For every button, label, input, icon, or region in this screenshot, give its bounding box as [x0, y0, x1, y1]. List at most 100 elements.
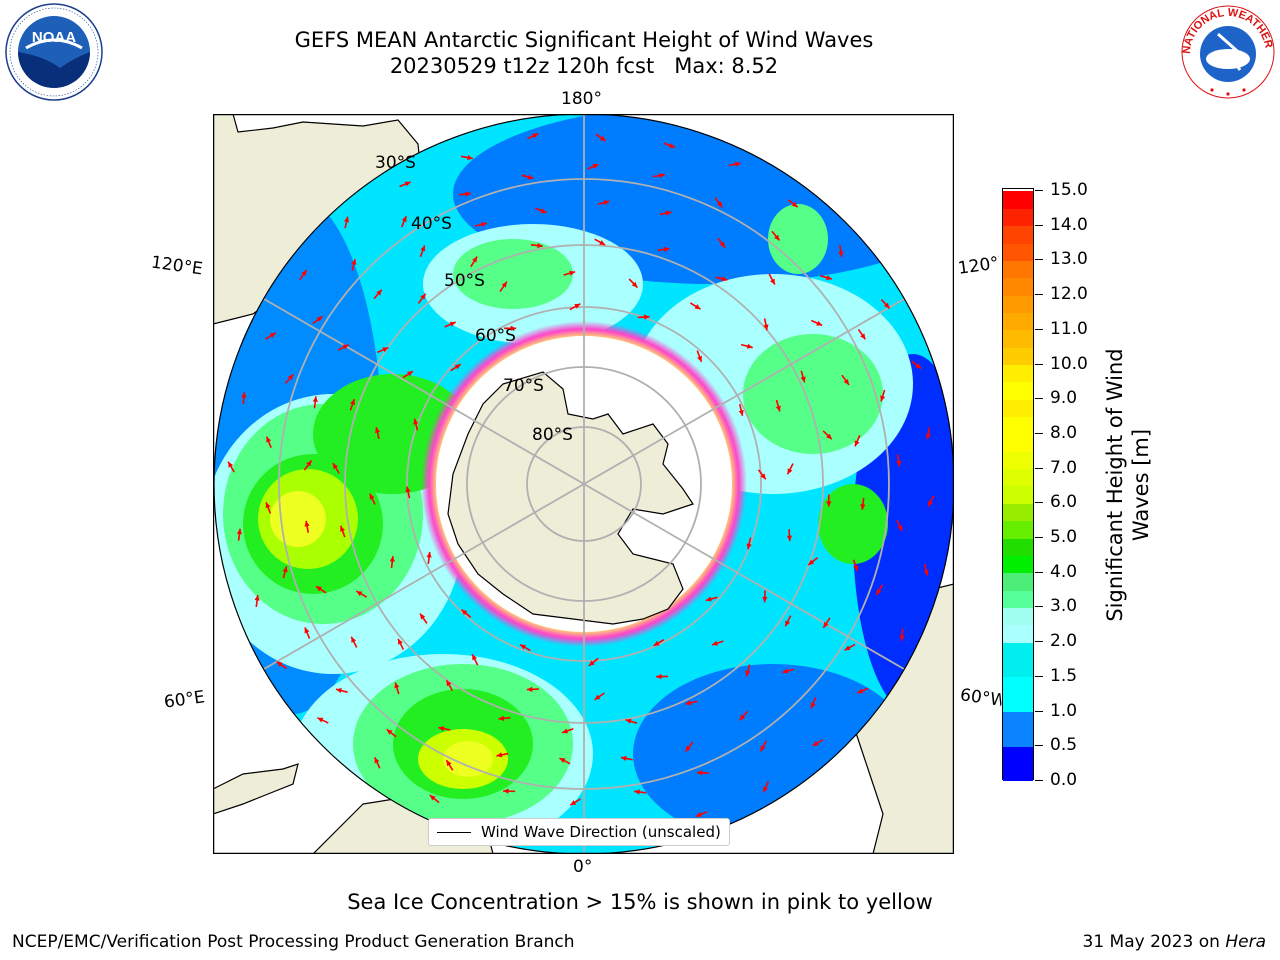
sea-ice-note: Sea Ice Concentration > 15% is shown in …	[347, 890, 933, 914]
wind-arrow	[563, 270, 576, 276]
wind-arrow	[841, 374, 850, 386]
wind-arrow	[389, 556, 395, 569]
colorbar-segment	[1003, 676, 1033, 713]
wind-arrow	[880, 389, 886, 402]
colorbar-tick-label: 7.0	[1050, 457, 1078, 478]
wind-arrow	[503, 788, 516, 794]
wind-arrow	[822, 430, 833, 440]
wind-arrow	[405, 486, 411, 499]
colorbar-tick-label: 13.0	[1050, 249, 1088, 270]
colorbar-tick	[1035, 363, 1043, 365]
wind-arrow	[595, 133, 607, 142]
wind-arrow	[317, 717, 329, 724]
wind-arrow	[504, 325, 517, 331]
wind-arrow	[695, 810, 708, 818]
wind-arrow	[355, 590, 368, 598]
wind-arrow	[739, 710, 749, 721]
wind-arrow	[496, 752, 509, 758]
wind-arrow	[923, 563, 929, 576]
footer-date-text: 31 May 2023 on	[1082, 932, 1220, 952]
wind-arrow	[413, 418, 419, 431]
noaa-logo: NOAA	[5, 3, 103, 101]
wind-arrow	[349, 398, 356, 411]
colorbar-segment	[1003, 225, 1033, 244]
wind-arrow	[628, 278, 639, 289]
colorbar-tick	[1035, 467, 1043, 469]
wind-arrow	[530, 242, 543, 249]
wind-arrow	[696, 770, 710, 776]
wind-arrow	[284, 373, 295, 384]
wind-arrow	[653, 639, 665, 647]
wind-arrow	[786, 463, 794, 475]
wind-arrow	[499, 281, 508, 292]
wind-arrow	[474, 221, 488, 228]
wind-arrow	[860, 497, 866, 510]
wind-arrow	[265, 436, 272, 448]
wind-arrow	[652, 173, 665, 179]
legend-line-icon	[437, 831, 471, 833]
wind-arrow	[822, 617, 831, 629]
lon-label-60w: 60°W	[958, 685, 1004, 711]
colorbar-tick	[1035, 259, 1043, 261]
wind-arrow	[784, 615, 792, 627]
wind-arrow	[419, 613, 428, 624]
wind-arrow	[339, 525, 346, 538]
wind-arrow	[526, 686, 539, 692]
wind-arrow	[461, 608, 472, 618]
colorbar-tick	[1035, 502, 1043, 504]
wind-arrow	[880, 299, 891, 309]
lon-label-180: 180°	[561, 89, 602, 109]
polar-map: 30°S 40°S 50°S 60°S 70°S 80°S	[213, 114, 954, 854]
colorbar-segment	[1003, 329, 1033, 348]
wind-arrow	[445, 679, 454, 692]
wind-arrow	[896, 454, 902, 467]
colorbar-segment	[1003, 416, 1033, 435]
wind-arrow	[304, 627, 311, 639]
wind-arrow	[561, 728, 574, 734]
colorbar-segment	[1003, 555, 1033, 574]
wind-arrow	[856, 687, 869, 694]
colorbar-segment	[1003, 607, 1033, 626]
colorbar-segment	[1003, 642, 1033, 678]
footer-branch: NCEP/EMC/Verification Post Processing Pr…	[12, 932, 575, 952]
latitude-labels: 30°S 40°S 50°S 60°S 70°S 80°S	[375, 153, 573, 445]
wind-arrow	[265, 501, 272, 514]
colorbar-tick	[1035, 432, 1043, 434]
wind-arrow	[587, 163, 599, 170]
wind-arrow	[444, 321, 456, 328]
colorbar	[1002, 188, 1034, 782]
wind-wave-direction-arrows	[227, 132, 935, 837]
wind-arrow	[527, 132, 539, 140]
colorbar-segment	[1003, 208, 1033, 227]
wind-arrow	[740, 343, 753, 349]
colorbar-tick-label: 2.0	[1050, 631, 1078, 652]
colorbar-tick-label: 14.0	[1050, 214, 1088, 235]
colorbar-segment	[1003, 520, 1033, 539]
wind-arrow	[521, 174, 534, 180]
wind-arrow	[471, 654, 479, 666]
wind-arrow	[519, 643, 531, 652]
map-frame-border	[213, 114, 954, 854]
colorbar-segment	[1003, 503, 1033, 522]
wind-arrow	[400, 215, 407, 228]
colorbar-title: Significant Height of Wind Waves [m]	[1103, 348, 1153, 622]
wind-arrow	[800, 370, 806, 383]
wind-arrow	[588, 657, 599, 667]
wind-arrow	[810, 697, 817, 709]
wind-arrow	[728, 161, 741, 167]
colorbar-segment	[1003, 312, 1033, 331]
colorbar-tick-label: 15.0	[1050, 180, 1088, 200]
title-line-1: GEFS MEAN Antarctic Significant Height o…	[294, 28, 874, 52]
wind-arrow	[685, 700, 698, 706]
wind-arrow	[875, 584, 884, 596]
colorbar-tick-label: 1.5	[1050, 665, 1078, 686]
wind-arrow	[899, 628, 905, 641]
colorbar-segment	[1003, 746, 1033, 782]
wind-arrow	[304, 520, 310, 533]
wind-arrow	[762, 781, 770, 793]
colorbar-tick	[1035, 328, 1043, 330]
wind-arrow	[844, 643, 856, 651]
wind-arrow	[787, 199, 799, 208]
wind-arrow	[925, 427, 931, 440]
colorbar-tick-label: 12.0	[1050, 284, 1088, 305]
